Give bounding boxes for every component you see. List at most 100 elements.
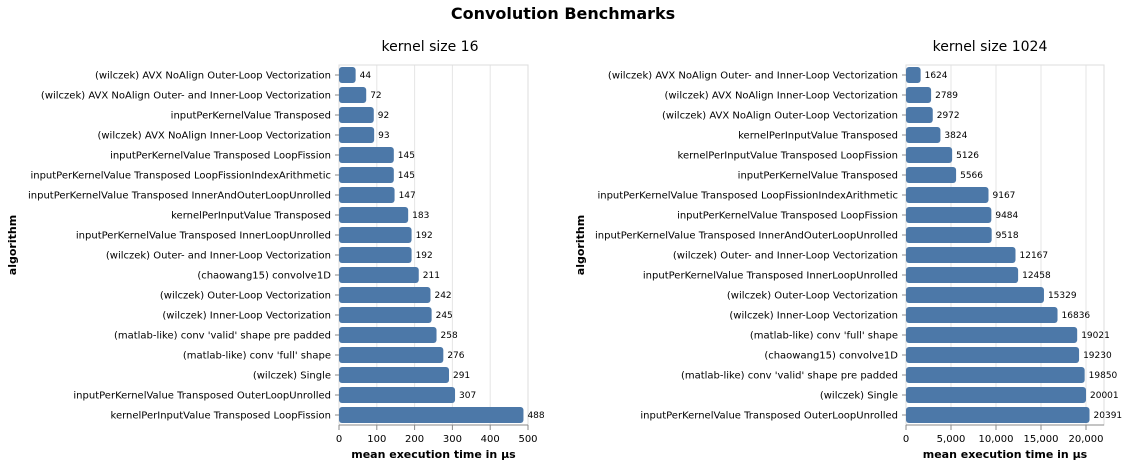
data-label: 183 — [412, 211, 429, 221]
y-axis-title: algorithm — [574, 215, 587, 275]
category-label: (wilczek) Inner-Loop Vectorization — [729, 311, 898, 322]
data-label: 242 — [434, 291, 451, 301]
x-tick-label: 400 — [481, 434, 500, 445]
bar — [906, 407, 1090, 423]
bar — [339, 407, 524, 423]
x-axis-title: mean execution time in µs — [351, 448, 516, 461]
data-label: 19230 — [1083, 351, 1112, 361]
data-label: 19021 — [1081, 331, 1110, 341]
bar — [906, 267, 1019, 283]
data-label: 5126 — [956, 151, 979, 161]
bar — [906, 127, 941, 143]
panel-kernel-size-16: kernel size 16 (wilczek) AVX NoAlign Oute… — [6, 39, 545, 461]
category-label: (wilczek) Outer-Loop Vectorization — [727, 291, 898, 302]
data-label: 2972 — [937, 111, 960, 121]
data-label: 72 — [370, 91, 381, 101]
category-label: (chaowang15) convolve1D — [764, 351, 898, 362]
category-label: (wilczek) Single — [820, 391, 898, 402]
category-label: inputPerKernelValue Transposed InnerLoop… — [76, 231, 331, 242]
category-label: (wilczek) Outer- and Inner-Loop Vectoriz… — [673, 251, 898, 262]
bar — [339, 107, 374, 123]
category-label: (matlab-like) conv 'valid' shape pre pad… — [114, 331, 331, 342]
bar — [339, 347, 444, 363]
data-label: 20391 — [1094, 411, 1123, 421]
category-label: (matlab-like) conv 'valid' shape pre pad… — [681, 371, 898, 382]
bar — [339, 127, 375, 143]
bar — [906, 307, 1058, 323]
category-label: (matlab-like) conv 'full' shape — [183, 351, 331, 362]
category-label: inputPerKernelValue Transposed OuterLoop… — [640, 411, 898, 422]
bar — [339, 147, 394, 163]
bar — [906, 147, 953, 163]
data-label: 19850 — [1089, 371, 1118, 381]
x-tick-label: 20,000 — [1069, 434, 1104, 445]
data-label: 307 — [459, 391, 476, 401]
data-label: 12458 — [1022, 271, 1051, 281]
data-label: 16836 — [1062, 311, 1091, 321]
bar — [339, 387, 456, 403]
data-label: 145 — [398, 151, 415, 161]
category-label: inputPerKernelValue Transposed InnerAndO… — [28, 191, 331, 202]
x-tick-label: 500 — [518, 434, 537, 445]
category-label: inputPerKernelValue Transposed — [738, 171, 898, 182]
category-label: inputPerKernelValue Transposed OuterLoop… — [73, 391, 331, 402]
bar — [906, 207, 992, 223]
bar — [906, 107, 933, 123]
bar — [906, 167, 957, 183]
data-label: 93 — [378, 131, 389, 141]
category-label: (wilczek) AVX NoAlign Outer-Loop Vectori… — [662, 111, 898, 122]
data-label: 245 — [436, 311, 453, 321]
category-label: kernelPerInputValue Transposed LoopFissi… — [111, 411, 331, 422]
bar — [906, 367, 1085, 383]
category-label: (chaowang15) convolve1D — [197, 271, 331, 282]
bar — [906, 187, 989, 203]
data-label: 276 — [447, 351, 464, 361]
bar — [339, 187, 395, 203]
category-label: kernelPerInputValue Transposed — [171, 211, 331, 222]
bar — [906, 227, 992, 243]
bar — [339, 227, 412, 243]
data-label: 20001 — [1090, 391, 1119, 401]
category-label: inputPerKernelValue Transposed LoopFissi… — [110, 151, 331, 162]
data-label: 145 — [398, 171, 415, 181]
data-label: 44 — [360, 71, 372, 81]
bar — [339, 87, 367, 103]
bar — [339, 207, 409, 223]
x-tick-label: 300 — [443, 434, 462, 445]
data-label: 211 — [423, 271, 440, 281]
x-tick-label: 0 — [336, 434, 342, 445]
bar — [906, 87, 932, 103]
bar — [339, 267, 419, 283]
data-label: 12167 — [1020, 251, 1049, 261]
bar — [906, 387, 1087, 403]
bar — [906, 347, 1080, 363]
bar — [906, 67, 921, 83]
category-label: (wilczek) AVX NoAlign Outer- and Inner-L… — [608, 71, 898, 82]
category-label: inputPerKernelValue Transposed LoopFissi… — [30, 171, 331, 182]
category-label: (wilczek) AVX NoAlign Inner-Loop Vectori… — [664, 91, 898, 102]
category-label: (matlab-like) conv 'full' shape — [750, 331, 898, 342]
x-tick-label: 200 — [405, 434, 424, 445]
x-tick-label: 100 — [367, 434, 386, 445]
category-label: inputPerKernelValue Transposed InnerLoop… — [643, 271, 898, 282]
category-label: kernelPerInputValue Transposed — [738, 131, 898, 142]
data-label: 9167 — [993, 191, 1016, 201]
data-label: 9518 — [996, 231, 1019, 241]
category-label: inputPerKernelValue Transposed InnerAndO… — [595, 231, 898, 242]
data-label: 2789 — [935, 91, 958, 101]
panel-title: kernel size 16 — [382, 39, 479, 55]
data-label: 192 — [416, 251, 433, 261]
data-label: 9484 — [995, 211, 1018, 221]
category-label: (wilczek) Outer-Loop Vectorization — [160, 291, 331, 302]
data-label: 92 — [378, 111, 389, 121]
data-label: 5566 — [960, 171, 983, 181]
x-axis-title: mean execution time in µs — [923, 448, 1088, 461]
bar — [906, 287, 1044, 303]
category-label: kernelPerInputValue Transposed LoopFissi… — [678, 151, 898, 162]
bar — [906, 247, 1016, 263]
data-label: 3824 — [944, 131, 967, 141]
category-label: (wilczek) AVX NoAlign Inner-Loop Vectori… — [97, 131, 331, 142]
bar — [339, 307, 432, 323]
data-label: 147 — [399, 191, 416, 201]
